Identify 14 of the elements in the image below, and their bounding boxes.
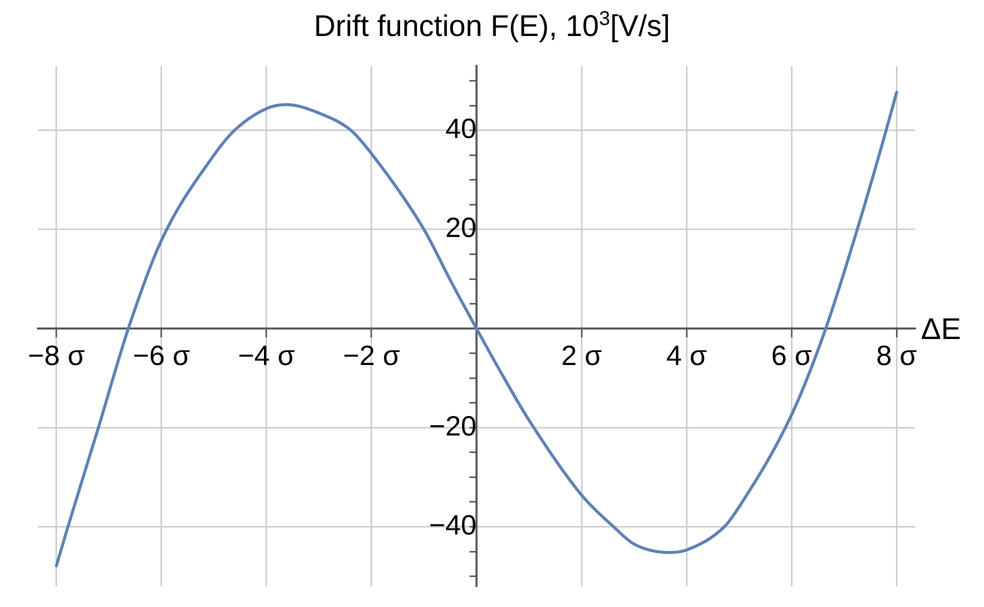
x-tick-label: −6 σ xyxy=(132,340,190,372)
x-tick-label: −8 σ xyxy=(28,340,85,372)
chart-title: Drift function F(E), 10$^{3}$[V/s] xyxy=(312,8,672,44)
x-tick-label: 8 σ xyxy=(876,340,917,372)
x-tick-label: 4 σ xyxy=(666,340,707,372)
x-tick-label: −2 σ xyxy=(342,340,400,372)
y-tick-label: −40 xyxy=(429,509,476,540)
x-tick-label: 2 σ xyxy=(561,340,602,372)
x-axis-title: ΔE xyxy=(921,312,962,346)
x-tick-label: 6 σ xyxy=(771,340,812,372)
y-tick-label: 40 xyxy=(445,113,476,144)
y-tick-label: 20 xyxy=(445,212,476,244)
x-tick-label: −4 σ xyxy=(238,340,295,372)
y-tick-label: −20 xyxy=(429,410,476,442)
